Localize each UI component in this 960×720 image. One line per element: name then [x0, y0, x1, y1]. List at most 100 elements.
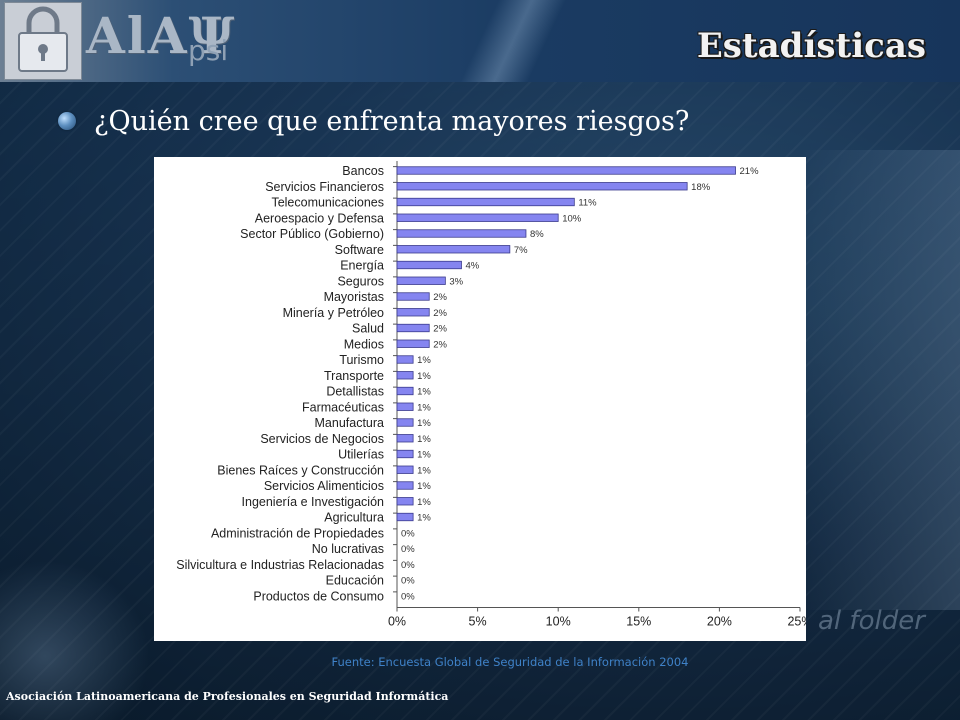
- bar: [396, 229, 527, 238]
- category-label: Seguros: [337, 274, 384, 288]
- bar: [396, 355, 414, 364]
- category-label: Transporte: [324, 369, 384, 383]
- category-label: Ingeniería e Investigación: [242, 495, 385, 509]
- category-label: Salud: [352, 322, 384, 336]
- bar: [396, 481, 414, 490]
- x-tick-label: 15%: [626, 615, 651, 629]
- category-label: No lucrativas: [312, 542, 384, 556]
- x-tick-label: 10%: [546, 615, 571, 629]
- question-text: ¿Quién cree que enfrenta mayores riesgos…: [94, 105, 690, 137]
- data-label: 1%: [417, 371, 431, 382]
- data-label: 8%: [530, 229, 544, 240]
- category-label: Bienes Raíces y Construcción: [217, 463, 384, 477]
- x-tick-label: 0%: [388, 615, 406, 629]
- category-label: Energía: [340, 259, 384, 273]
- bar: [396, 434, 414, 443]
- data-label: 1%: [417, 465, 431, 476]
- category-label: Silvicultura e Industrias Relacionadas: [176, 558, 384, 572]
- padlock-logo-icon: [4, 2, 82, 80]
- category-label: Turismo: [339, 353, 384, 367]
- data-label: 1%: [417, 450, 431, 461]
- data-label: 0%: [401, 528, 415, 539]
- bar: [396, 402, 414, 411]
- bar: [396, 260, 462, 270]
- bar: [396, 371, 414, 380]
- question-bullet: ¿Quién cree que enfrenta mayores riesgos…: [58, 104, 689, 138]
- bar: [396, 323, 430, 333]
- category-label: Agricultura: [324, 511, 384, 525]
- x-tick-label: 5%: [469, 615, 487, 629]
- category-label: Productos de Consumo: [253, 589, 384, 603]
- x-tick-label: 25%: [787, 615, 806, 629]
- bar: [396, 292, 430, 301]
- category-label: Software: [335, 243, 384, 257]
- bar: [396, 308, 430, 317]
- logo-text: AlAΨ: [86, 6, 237, 65]
- bar: [396, 512, 414, 522]
- x-tick-label: 20%: [707, 615, 732, 629]
- category-label: Manufactura: [315, 416, 385, 430]
- data-label: 0%: [401, 560, 415, 571]
- data-label: 1%: [417, 355, 431, 366]
- bar: [396, 213, 559, 222]
- data-label: 3%: [449, 276, 463, 287]
- bar: [396, 197, 575, 207]
- category-label: Farmacéuticas: [302, 400, 384, 414]
- category-label: Servicios Alimenticios: [264, 479, 384, 493]
- data-label: 2%: [433, 308, 447, 319]
- data-label: 0%: [401, 544, 415, 555]
- data-label: 10%: [562, 213, 582, 224]
- bar: [396, 339, 430, 348]
- data-label: 11%: [578, 198, 597, 209]
- header-bar: AlAΨ psi Estadísticas: [0, 0, 960, 82]
- bar-chart: Bancos 21% Servicios Financieros 18% Telecom…: [154, 157, 806, 641]
- category-label: Telecomunicaciones: [271, 196, 384, 210]
- data-label: 1%: [417, 434, 431, 445]
- data-label: 2%: [433, 324, 447, 335]
- data-label: 0%: [401, 591, 415, 602]
- data-label: 1%: [417, 513, 431, 524]
- category-label: Servicios de Negocios: [260, 432, 384, 446]
- category-label: Utilerías: [338, 448, 384, 462]
- bar: [396, 386, 414, 396]
- category-label: Servicios Financieros: [265, 180, 384, 194]
- bar: [396, 449, 414, 459]
- data-label: 21%: [740, 166, 760, 177]
- data-label: 4%: [465, 261, 479, 272]
- source-note: Fuente: Encuesta Global de Seguridad de …: [331, 655, 689, 669]
- category-label: Sector Público (Gobierno): [240, 227, 384, 241]
- header-light-streak: [380, 0, 680, 82]
- bar: [396, 245, 511, 254]
- data-label: 1%: [417, 481, 431, 492]
- category-label: Minería y Petróleo: [283, 306, 384, 320]
- data-label: 1%: [417, 418, 431, 429]
- background-watermark: al folder: [818, 606, 925, 636]
- data-label: 2%: [433, 292, 447, 303]
- data-label: 1%: [417, 387, 431, 398]
- bar: [396, 166, 736, 175]
- data-label: 2%: [433, 339, 447, 350]
- data-label: 1%: [417, 497, 431, 508]
- data-label: 7%: [514, 245, 528, 256]
- globe-bullet-icon: [58, 112, 76, 130]
- background-keyboard-image: [800, 150, 960, 610]
- category-label: Mayoristas: [324, 290, 384, 304]
- bar: [396, 182, 688, 191]
- category-label: Bancos: [342, 164, 384, 178]
- category-label: Administración de Propiedades: [211, 526, 384, 540]
- bar: [396, 497, 414, 506]
- data-label: 1%: [417, 402, 431, 413]
- background-photo: [0, 560, 150, 720]
- bar: [396, 276, 446, 285]
- bar: [396, 465, 414, 474]
- bar: [396, 418, 414, 427]
- category-label: Aeroespacio y Defensa: [255, 211, 384, 225]
- bar-chart-svg: Bancos 21% Servicios Financieros 18% Telecom…: [176, 161, 806, 629]
- category-label: Educación: [326, 574, 384, 588]
- data-label: 18%: [691, 182, 711, 193]
- page-title: Estadísticas: [696, 26, 926, 66]
- category-label: Medios: [344, 337, 384, 351]
- logo-subtext: psi: [188, 34, 229, 67]
- footer-organization: Asociación Latinoamericana de Profesiona…: [6, 690, 449, 703]
- category-label: Detallistas: [326, 385, 384, 399]
